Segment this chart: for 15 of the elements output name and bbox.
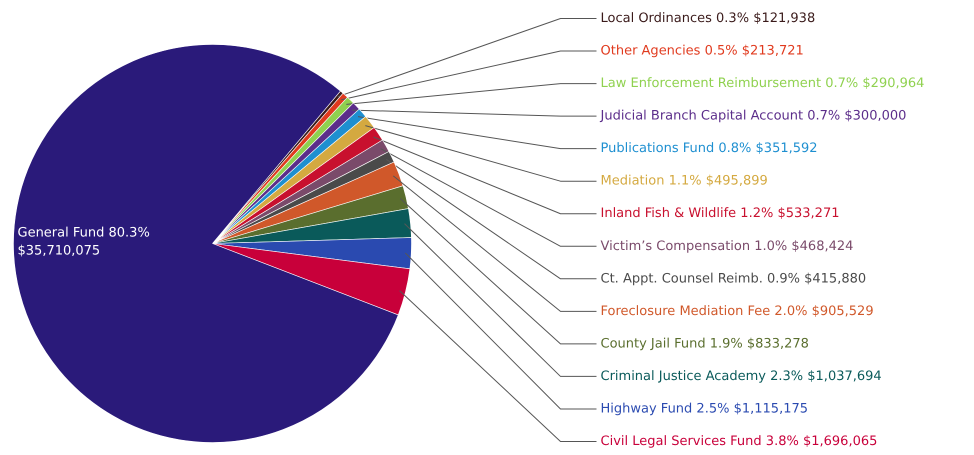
slice-label: Highway Fund 2.5% $1,115,175 bbox=[600, 401, 808, 416]
slice-label: Publications Fund 0.8% $351,592 bbox=[600, 141, 818, 156]
slice-label: General Fund 80.3% $35,710,075 bbox=[18, 226, 150, 258]
slice-label: County Jail Fund 1.9% $833,278 bbox=[600, 336, 809, 352]
slice-label: Inland Fish & Wildlife 1.2% $533,271 bbox=[600, 206, 840, 222]
slice-label: Local Ordinances 0.3% $121,938 bbox=[600, 11, 816, 26]
slice-label: Foreclosure Mediation Fee 2.0% $905,529 bbox=[600, 304, 874, 319]
slice-label: Other Agencies 0.5% $213,721 bbox=[600, 44, 804, 59]
slice-label: Civil Legal Services Fund 3.8% $1,696,065 bbox=[600, 434, 878, 449]
slice-label: Criminal Justice Academy 2.3% $1,037,694 bbox=[600, 368, 882, 384]
slice-label: Judicial Branch Capital Account 0.7% $300,000 bbox=[600, 108, 906, 124]
slice-label: Mediation 1.1% $495,899 bbox=[600, 174, 768, 189]
slice-label: Victim’s Compensation 1.0% $468,424 bbox=[600, 238, 854, 254]
slice-label: Law Enforcement Reimbursement 0.7% $290,964 bbox=[600, 76, 924, 92]
slice-label: Ct. Appt. Counsel Reimb. 0.9% $415,880 bbox=[600, 271, 866, 286]
